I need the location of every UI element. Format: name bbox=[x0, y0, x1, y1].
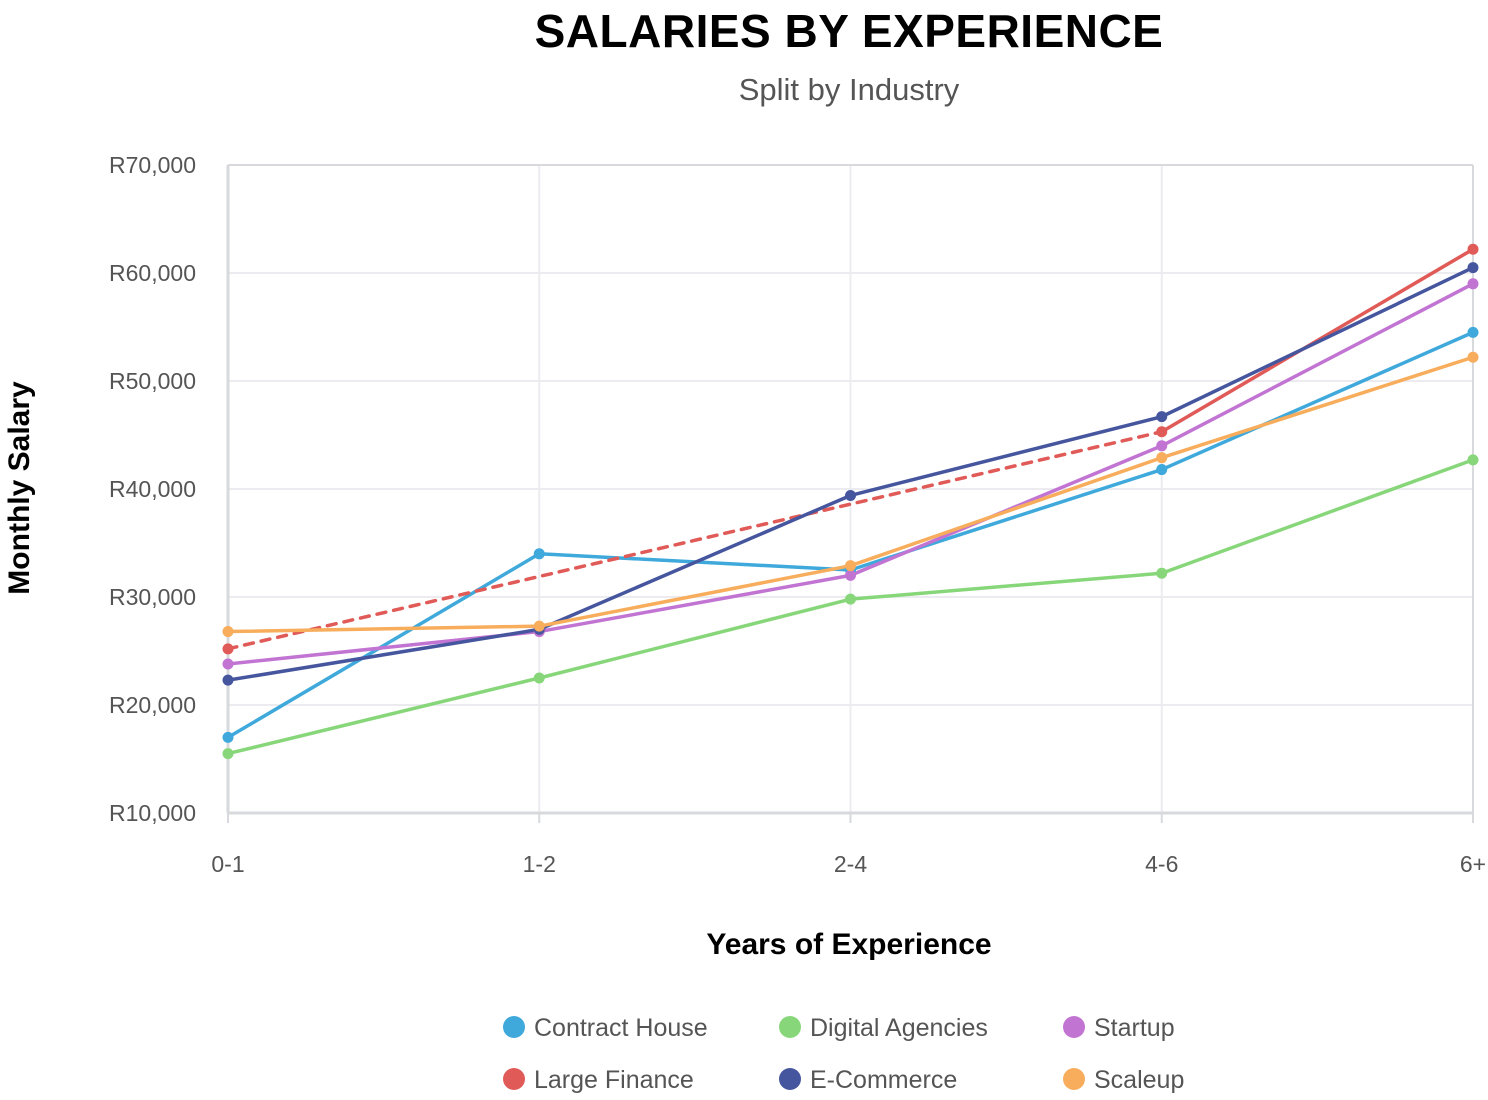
series-line-startup bbox=[537, 573, 853, 634]
data-point-e-commerce bbox=[1467, 262, 1479, 274]
data-point-scaleup bbox=[845, 560, 856, 572]
y-tick-label: R20,000 bbox=[109, 692, 196, 718]
legend-marker-large-finance bbox=[503, 1068, 525, 1090]
data-point-scaleup bbox=[1156, 452, 1168, 464]
y-tick-label: R60,000 bbox=[109, 260, 196, 286]
data-point-contract-house bbox=[533, 548, 545, 560]
data-points bbox=[222, 243, 1479, 760]
series-line-e-commerce bbox=[848, 414, 1164, 498]
legend-label-contract-house: Contract House bbox=[534, 1014, 708, 1042]
x-axis-title: Years of Experience bbox=[706, 928, 991, 961]
data-point-digital-agencies bbox=[1156, 567, 1168, 579]
legend-marker-contract-house bbox=[503, 1016, 525, 1038]
y-tick-label: R30,000 bbox=[109, 584, 196, 610]
data-point-contract-house bbox=[1156, 464, 1168, 476]
data-point-scaleup bbox=[222, 626, 234, 638]
series-line-scaleup bbox=[1160, 355, 1475, 460]
data-point-digital-agencies bbox=[222, 748, 234, 760]
y-tick-label: R70,000 bbox=[109, 152, 196, 178]
series-line-large-finance bbox=[226, 430, 1164, 651]
data-point-startup bbox=[222, 658, 234, 670]
series-line-scaleup bbox=[848, 455, 1164, 568]
x-tick-label: 6+ bbox=[1460, 851, 1486, 877]
y-tick-label: R50,000 bbox=[109, 368, 196, 394]
series-line-e-commerce bbox=[1160, 265, 1475, 419]
data-point-digital-agencies bbox=[845, 593, 856, 605]
y-axis-title: Monthly Salary bbox=[3, 381, 36, 595]
data-point-scaleup bbox=[533, 620, 545, 632]
y-tick-label: R10,000 bbox=[109, 800, 196, 826]
legend-label-e-commerce: E-Commerce bbox=[810, 1066, 957, 1094]
legend-marker-digital-agencies bbox=[779, 1016, 801, 1038]
data-point-contract-house bbox=[222, 731, 234, 743]
series-line-startup bbox=[1160, 282, 1475, 448]
series-line-scaleup bbox=[226, 624, 541, 634]
data-point-digital-agencies bbox=[533, 672, 545, 684]
data-point-startup bbox=[845, 569, 856, 581]
data-point-contract-house bbox=[1467, 326, 1479, 338]
legend-marker-scaleup bbox=[1063, 1068, 1085, 1090]
series-line-digital-agencies bbox=[226, 676, 541, 756]
legend-marker-startup bbox=[1063, 1016, 1085, 1038]
y-tick-label: R40,000 bbox=[109, 476, 196, 502]
series-lines bbox=[226, 247, 1475, 756]
series-line-contract-house bbox=[1160, 330, 1475, 472]
data-point-e-commerce bbox=[845, 489, 856, 501]
x-tick-label: 4-6 bbox=[1145, 851, 1178, 877]
chart-subtitle: Split by Industry bbox=[739, 72, 960, 107]
legend-label-digital-agencies: Digital Agencies bbox=[810, 1014, 988, 1042]
legend-label-startup: Startup bbox=[1094, 1014, 1175, 1042]
data-point-large-finance bbox=[222, 643, 234, 655]
data-point-digital-agencies bbox=[1467, 454, 1479, 466]
data-point-scaleup bbox=[1467, 351, 1479, 363]
data-point-e-commerce bbox=[222, 674, 234, 686]
x-tick-label: 0-1 bbox=[211, 851, 244, 877]
legend-marker-e-commerce bbox=[779, 1068, 801, 1090]
series-line-digital-agencies bbox=[537, 597, 853, 680]
series-line-e-commerce bbox=[226, 627, 541, 682]
data-point-e-commerce bbox=[1156, 411, 1168, 423]
series-line-scaleup bbox=[537, 563, 853, 628]
legend-label-large-finance: Large Finance bbox=[534, 1066, 694, 1094]
series-line-digital-agencies bbox=[1160, 458, 1475, 575]
grid bbox=[228, 164, 1473, 813]
x-tick-label: 1-2 bbox=[523, 851, 556, 877]
axes: R10,000 R20,000 R30,000 R40,000 R50,000 R60,0… bbox=[109, 152, 1486, 877]
series-line-digital-agencies bbox=[848, 571, 1164, 601]
data-point-startup bbox=[1467, 278, 1479, 290]
data-point-large-finance bbox=[1467, 243, 1479, 255]
data-point-large-finance bbox=[1156, 426, 1168, 438]
series-line-e-commerce bbox=[537, 493, 853, 632]
series-line-contract-house bbox=[226, 552, 541, 740]
data-point-startup bbox=[1156, 440, 1168, 452]
x-tick-label: 2-4 bbox=[834, 851, 867, 877]
chart-title: SALARIES BY EXPERIENCE bbox=[535, 5, 1164, 57]
legend-label-scaleup: Scaleup bbox=[1094, 1066, 1184, 1094]
legend: Contract House Digital Agencies Startup Lar… bbox=[503, 1014, 1184, 1094]
